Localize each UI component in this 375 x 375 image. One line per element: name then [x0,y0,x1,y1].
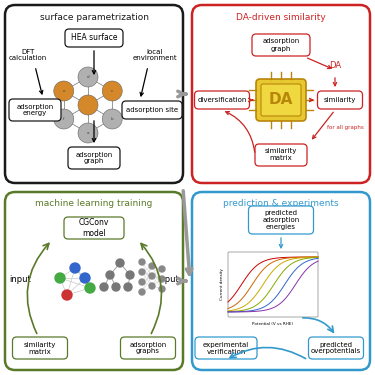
Circle shape [124,283,132,291]
Circle shape [78,123,98,143]
Text: b: b [111,117,114,121]
Text: diversification: diversification [197,97,247,103]
Text: adsorption
graph: adsorption graph [262,39,300,51]
Text: DA: DA [269,93,293,108]
Text: CGConv
model: CGConv model [79,218,109,238]
Text: adsorption
graphs: adsorption graphs [129,342,166,354]
FancyBboxPatch shape [122,101,182,119]
FancyBboxPatch shape [261,84,301,116]
Text: Current density: Current density [220,268,224,300]
FancyBboxPatch shape [68,147,120,169]
Circle shape [159,276,165,282]
Circle shape [139,289,145,295]
Circle shape [159,266,165,272]
FancyBboxPatch shape [192,5,370,183]
Text: DA-driven similarity: DA-driven similarity [236,12,326,21]
Circle shape [116,259,124,267]
FancyBboxPatch shape [255,144,307,166]
Circle shape [70,263,80,273]
Text: adsorption site: adsorption site [126,107,178,113]
Text: predicted
adsorption
energies: predicted adsorption energies [262,210,300,230]
Circle shape [55,273,65,283]
Text: experimental
verification: experimental verification [203,342,249,354]
Text: Potential (V vs RHE): Potential (V vs RHE) [252,322,294,326]
FancyBboxPatch shape [249,206,314,234]
Text: adsorption
energy: adsorption energy [16,104,54,117]
Circle shape [112,283,120,291]
Circle shape [85,283,95,293]
FancyBboxPatch shape [318,91,363,109]
Circle shape [102,81,122,101]
FancyBboxPatch shape [5,192,183,370]
Text: a: a [87,131,89,135]
Text: f: f [63,117,64,121]
Text: similarity
matrix: similarity matrix [265,148,297,162]
Text: prediction & experiments: prediction & experiments [223,200,339,208]
Circle shape [139,269,145,275]
FancyBboxPatch shape [65,29,123,47]
Circle shape [106,271,114,279]
Text: similarity: similarity [324,97,356,103]
Circle shape [139,279,145,285]
FancyBboxPatch shape [309,337,363,359]
Text: input: input [157,276,179,285]
Circle shape [54,109,74,129]
FancyBboxPatch shape [192,192,370,370]
Circle shape [54,81,74,101]
Circle shape [149,273,155,279]
FancyBboxPatch shape [195,91,249,109]
Text: for all graphs: for all graphs [327,126,363,130]
Circle shape [78,67,98,87]
FancyBboxPatch shape [5,5,183,183]
Text: e: e [63,89,65,93]
FancyBboxPatch shape [252,34,310,56]
Text: input: input [9,276,31,285]
FancyBboxPatch shape [256,79,306,121]
Text: c: c [111,89,113,93]
FancyBboxPatch shape [228,252,318,317]
Circle shape [159,286,165,292]
Circle shape [139,259,145,265]
Circle shape [62,290,72,300]
Text: HEA surface: HEA surface [71,33,117,42]
Circle shape [149,263,155,269]
Text: similarity
matrix: similarity matrix [24,342,56,354]
Circle shape [100,283,108,291]
Text: machine learning training: machine learning training [35,200,153,208]
Circle shape [149,283,155,289]
Circle shape [102,109,122,129]
Circle shape [126,271,134,279]
Text: d: d [87,75,89,79]
Text: predicted
overpotentials: predicted overpotentials [311,342,361,354]
Text: DFT
calculation: DFT calculation [9,48,47,62]
Text: DA: DA [329,60,341,69]
FancyBboxPatch shape [195,337,257,359]
Circle shape [78,95,98,115]
FancyBboxPatch shape [9,99,61,121]
Text: surface parametrization: surface parametrization [39,12,148,21]
FancyBboxPatch shape [120,337,176,359]
Text: adsorption
graph: adsorption graph [75,152,112,165]
FancyBboxPatch shape [12,337,68,359]
FancyBboxPatch shape [64,217,124,239]
Text: local
environment: local environment [133,48,177,62]
Circle shape [80,273,90,283]
